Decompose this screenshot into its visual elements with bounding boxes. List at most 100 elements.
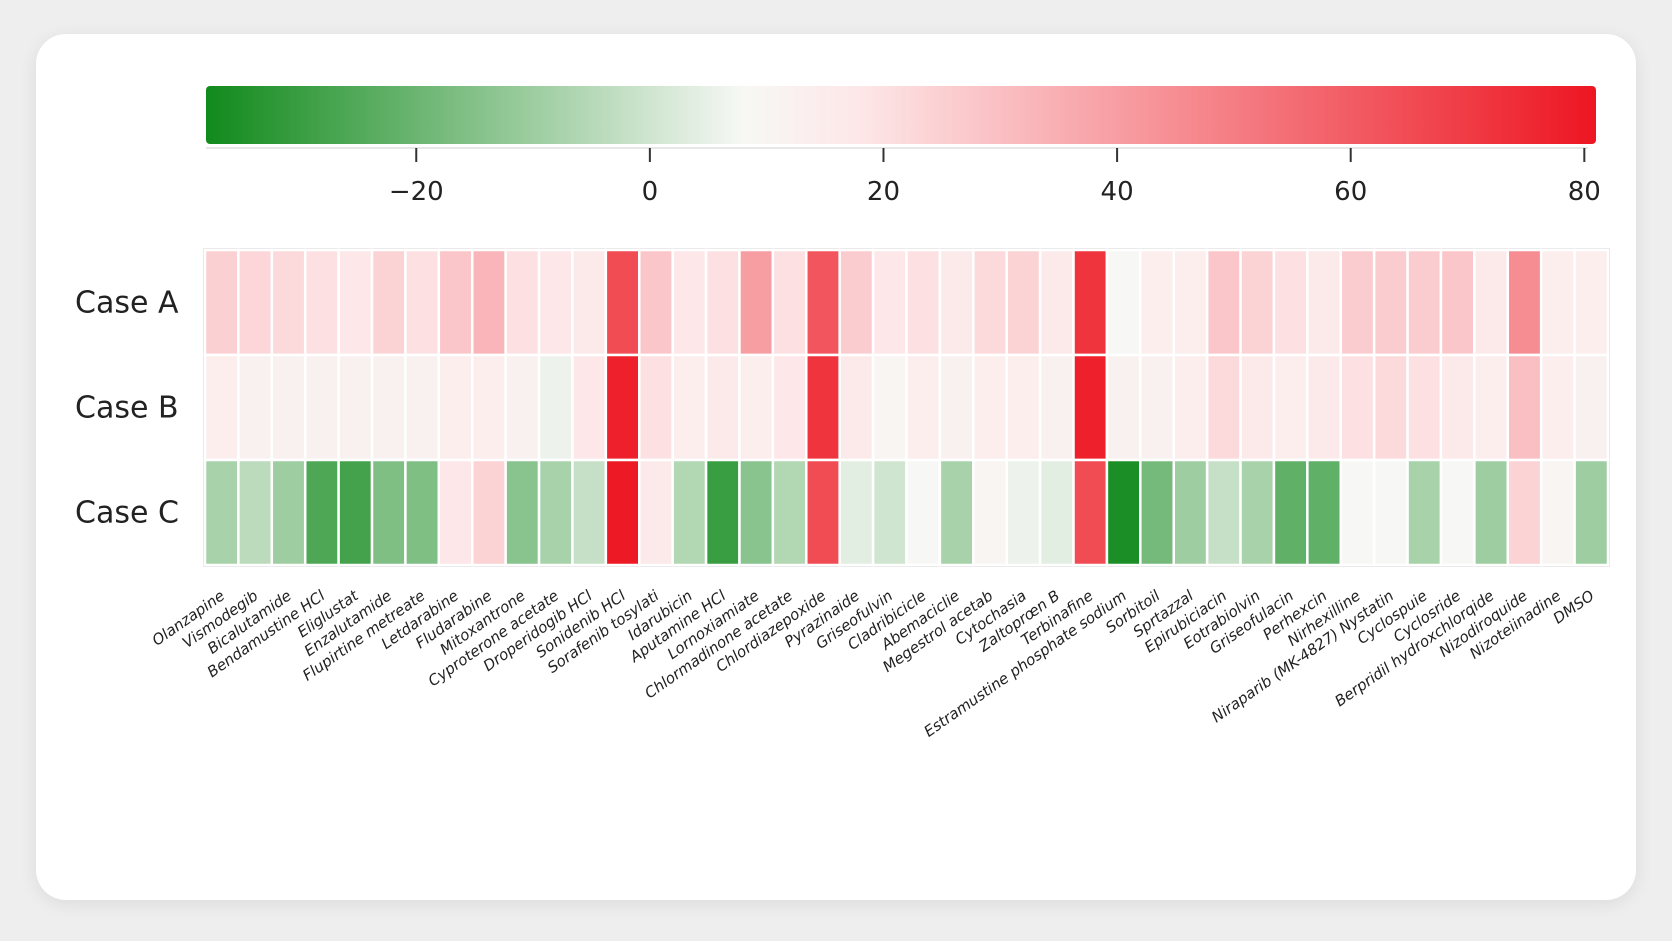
- heatmap-cell: [1272, 458, 1309, 567]
- colorbar-tick-label: −20: [389, 177, 444, 207]
- heatmap-cell: [805, 248, 841, 357]
- heatmap-cell: [237, 248, 274, 357]
- row-label: Case A: [75, 286, 179, 321]
- heatmap-cell: [470, 458, 507, 567]
- heatmap-cell: [1506, 458, 1543, 567]
- heatmap-cell: [1306, 248, 1343, 357]
- heatmap-cell: [1539, 248, 1576, 357]
- colorbar-tick-label: 40: [1101, 177, 1134, 207]
- row-label: Case C: [75, 496, 179, 531]
- heatmap-cell: [938, 458, 975, 567]
- heatmap-cell: [871, 458, 908, 567]
- heatmap-cell: [537, 458, 574, 567]
- heatmap-cell: [938, 248, 975, 357]
- heatmap-cell: [1205, 248, 1242, 357]
- heatmap-cell: [1439, 458, 1476, 567]
- heatmap-cell: [1172, 458, 1209, 567]
- heatmap-cell: [805, 458, 841, 567]
- heatmap-cell: [1406, 353, 1443, 462]
- heatmap-cell: [1139, 353, 1175, 462]
- heatmap-cell: [1406, 248, 1443, 357]
- heatmap-cell: [203, 248, 240, 357]
- heatmap-cell: [1573, 248, 1610, 357]
- heatmap-cell: [671, 248, 708, 357]
- heatmap-cell: [1306, 353, 1343, 462]
- heatmap-cell: [203, 458, 240, 567]
- heatmap-cell: [404, 353, 441, 462]
- heatmap-cell: [470, 248, 507, 357]
- heatmap-cell: [270, 458, 307, 567]
- heatmap-cell: [303, 458, 340, 567]
- heatmap-cell: [1239, 248, 1276, 357]
- heatmap-cell: [1372, 248, 1409, 357]
- heatmap-cell: [1105, 458, 1142, 567]
- heatmap-cell: [905, 458, 942, 567]
- heatmap-cell: [905, 248, 942, 357]
- heatmap-cell: [303, 248, 340, 357]
- heatmap-cell: [1439, 248, 1476, 357]
- heatmap-cell: [1172, 248, 1209, 357]
- heatmap-cell: [437, 458, 474, 567]
- heatmap-cell: [537, 248, 574, 357]
- heatmap-cell: [972, 458, 1008, 567]
- heatmap-cell: [370, 353, 407, 462]
- column-labels: OlanzapineVismodegibBicalutamideBendamus…: [149, 586, 1598, 741]
- heatmap-cell: [1239, 458, 1276, 567]
- heatmap-cell: [404, 248, 441, 357]
- heatmap-cell: [337, 458, 374, 567]
- heatmap-cell: [237, 458, 274, 567]
- heatmap-cell: [972, 353, 1008, 462]
- heatmap-cell: [771, 248, 808, 357]
- heatmap-cell: [1473, 248, 1510, 357]
- heatmap-cell: [1272, 248, 1309, 357]
- colorbar: −20 0 20 40 60 80: [206, 86, 1601, 207]
- heatmap-cell: [1372, 353, 1409, 462]
- heatmap-cell: [738, 353, 775, 462]
- heatmap-cell: [1038, 248, 1075, 357]
- heatmap-cell: [404, 458, 441, 567]
- heatmap-cell: [805, 353, 841, 462]
- heatmap-cell: [270, 248, 307, 357]
- heatmap-cell: [1539, 458, 1576, 567]
- heatmap-cell: [604, 353, 641, 462]
- heatmap-cell: [838, 458, 875, 567]
- heatmap-cell: [571, 458, 608, 567]
- colorbar-tick-label: 80: [1568, 177, 1601, 207]
- heatmap-cell: [1506, 353, 1543, 462]
- heatmap-cell: [1473, 353, 1510, 462]
- heatmap-cell: [1105, 353, 1142, 462]
- heatmap-cell: [303, 353, 340, 462]
- colorbar-gradient: [206, 86, 1596, 144]
- heatmap-cell: [1139, 458, 1175, 567]
- heatmap-cell: [1005, 248, 1042, 357]
- heatmap-cell: [1506, 248, 1543, 357]
- heatmap-cell: [237, 353, 274, 462]
- heatmap-cell: [1339, 248, 1376, 357]
- heatmap-cell: [871, 248, 908, 357]
- heatmap-cell: [738, 248, 775, 357]
- heatmap-cell: [1105, 248, 1142, 357]
- heatmap-cell: [537, 353, 574, 462]
- heatmap-cell: [638, 248, 674, 357]
- heatmap-cell: [504, 248, 541, 357]
- heatmap-cell: [470, 353, 507, 462]
- heatmap-cell: [571, 353, 608, 462]
- heatmap-cell: [504, 458, 541, 567]
- heatmap-cell: [1406, 458, 1443, 567]
- heatmap-cell: [571, 248, 608, 357]
- heatmap-cell: [1005, 458, 1042, 567]
- colorbar-tick-label: 0: [642, 177, 659, 207]
- heatmap-cell: [704, 353, 741, 462]
- heatmap-grid: [203, 248, 1610, 567]
- heatmap-cell: [1072, 353, 1109, 462]
- heatmap-cell: [838, 248, 875, 357]
- row-labels: Case A Case B Case C: [75, 286, 179, 531]
- heatmap-cell: [1005, 353, 1042, 462]
- heatmap-cell: [1339, 458, 1376, 567]
- heatmap-cell: [1573, 353, 1610, 462]
- heatmap-cell: [905, 353, 942, 462]
- heatmap-cell: [1239, 353, 1276, 462]
- heatmap-cell: [1205, 458, 1242, 567]
- heatmap-cell: [1339, 353, 1376, 462]
- heatmap-cell: [871, 353, 908, 462]
